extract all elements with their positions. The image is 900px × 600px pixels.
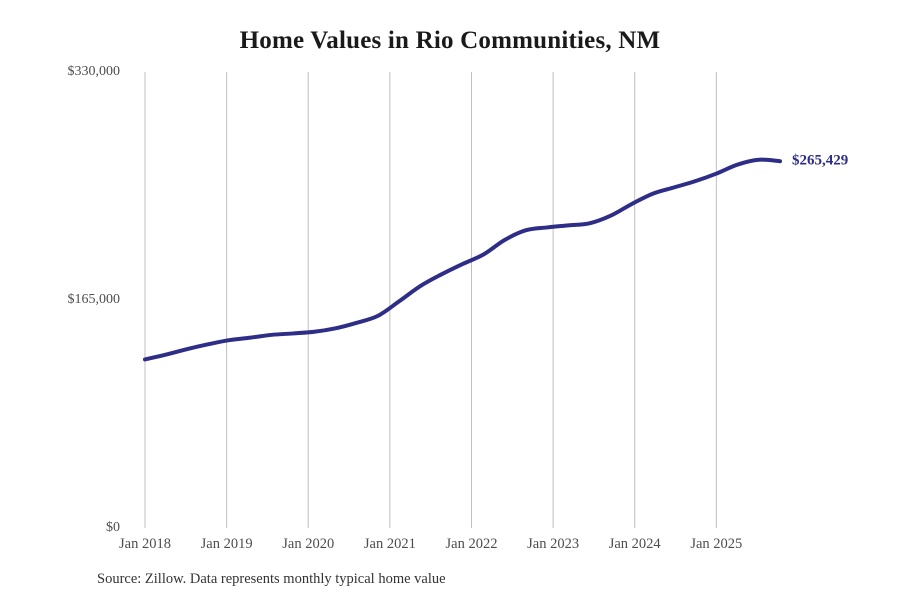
y-tick-label: $165,000 [67,292,121,307]
x-tick-label: Jan 2023 [527,536,580,552]
gridlines [144,72,717,528]
y-tick-label: $0 [106,520,120,535]
source-note: Source: Zillow. Data represents monthly … [97,571,446,587]
x-tick-label: Jan 2025 [690,536,743,552]
x-tick-label: Jan 2021 [363,536,416,552]
page-title: Home Values in Rio Communities, NM [239,27,661,54]
x-tick-label: Jan 2020 [282,536,335,552]
x-tick-label: Jan 2018 [119,536,171,552]
y-axis: $0 $165,000 $330,000 [20,0,121,600]
x-tick-label: Jan 2022 [445,536,498,552]
x-tick-label: Jan 2024 [608,536,661,552]
value-line [143,157,782,362]
x-tick-label: Jan 2019 [200,536,253,552]
end-value-annotation: $265,429 [792,152,849,169]
y-tick-label: $330,000 [67,64,121,79]
